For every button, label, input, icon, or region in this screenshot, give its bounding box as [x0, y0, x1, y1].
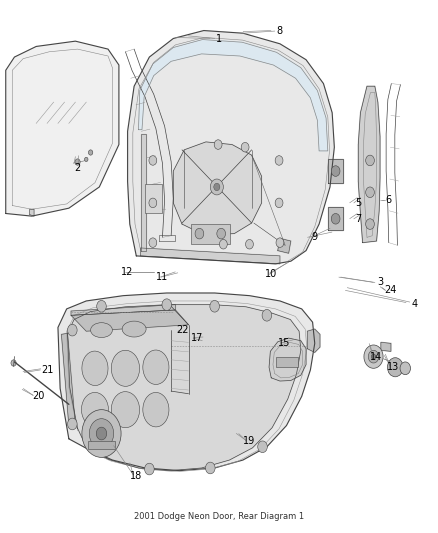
- Text: 20: 20: [32, 391, 45, 401]
- Circle shape: [371, 354, 376, 359]
- Polygon shape: [173, 142, 261, 235]
- Text: 15: 15: [278, 338, 290, 349]
- Circle shape: [67, 418, 77, 430]
- Polygon shape: [138, 39, 328, 151]
- Circle shape: [88, 150, 93, 155]
- Text: 17: 17: [191, 333, 203, 343]
- Circle shape: [67, 324, 77, 336]
- Circle shape: [162, 299, 172, 311]
- Ellipse shape: [111, 350, 140, 386]
- Circle shape: [241, 142, 249, 152]
- Circle shape: [210, 179, 223, 195]
- Bar: [276, 357, 298, 367]
- Text: 6: 6: [386, 195, 392, 205]
- Polygon shape: [30, 209, 34, 216]
- Circle shape: [82, 410, 121, 457]
- Circle shape: [275, 198, 283, 208]
- Circle shape: [75, 159, 80, 165]
- Circle shape: [149, 198, 157, 208]
- Ellipse shape: [81, 392, 109, 427]
- Ellipse shape: [143, 392, 169, 427]
- Text: 7: 7: [355, 214, 361, 224]
- Text: 13: 13: [387, 362, 399, 372]
- Bar: [88, 441, 115, 449]
- Circle shape: [11, 360, 16, 366]
- Circle shape: [145, 463, 154, 475]
- Circle shape: [262, 310, 272, 321]
- Polygon shape: [358, 86, 380, 243]
- Ellipse shape: [143, 350, 169, 384]
- Polygon shape: [6, 41, 119, 216]
- Text: 22: 22: [176, 325, 188, 335]
- Text: 5: 5: [355, 198, 361, 208]
- Polygon shape: [71, 305, 176, 316]
- Circle shape: [96, 427, 107, 440]
- Polygon shape: [269, 338, 306, 381]
- Polygon shape: [307, 329, 320, 352]
- Polygon shape: [381, 342, 391, 351]
- Polygon shape: [278, 238, 291, 253]
- Circle shape: [219, 239, 227, 249]
- Text: 11: 11: [156, 272, 169, 282]
- Polygon shape: [127, 30, 334, 264]
- Text: 24: 24: [385, 285, 397, 295]
- Circle shape: [214, 183, 220, 191]
- Polygon shape: [328, 159, 343, 183]
- Circle shape: [275, 156, 283, 165]
- Circle shape: [364, 345, 383, 368]
- Circle shape: [368, 350, 379, 363]
- Circle shape: [89, 419, 114, 448]
- Circle shape: [246, 239, 253, 249]
- Bar: [145, 184, 162, 214]
- Circle shape: [331, 166, 340, 176]
- Circle shape: [276, 238, 284, 247]
- Circle shape: [217, 228, 226, 239]
- Circle shape: [149, 156, 157, 165]
- Circle shape: [366, 219, 374, 229]
- Circle shape: [366, 187, 374, 198]
- Text: 9: 9: [312, 232, 318, 243]
- Circle shape: [205, 462, 215, 474]
- Circle shape: [331, 214, 340, 224]
- Bar: [191, 223, 230, 244]
- Circle shape: [258, 441, 267, 453]
- Text: 10: 10: [265, 270, 277, 279]
- Polygon shape: [159, 235, 176, 241]
- Ellipse shape: [111, 392, 140, 427]
- Polygon shape: [328, 207, 343, 230]
- Text: 18: 18: [130, 471, 142, 481]
- Ellipse shape: [91, 322, 113, 337]
- Polygon shape: [141, 248, 280, 264]
- Circle shape: [214, 140, 222, 149]
- Text: 21: 21: [41, 365, 53, 375]
- Polygon shape: [71, 310, 188, 331]
- Text: 3: 3: [377, 277, 383, 287]
- Polygon shape: [67, 305, 301, 471]
- Circle shape: [97, 301, 106, 312]
- Circle shape: [400, 362, 410, 375]
- Circle shape: [85, 157, 88, 161]
- Circle shape: [195, 228, 204, 239]
- Text: 8: 8: [277, 26, 283, 36]
- Text: 19: 19: [244, 437, 256, 447]
- Text: 2: 2: [74, 164, 81, 173]
- Text: 12: 12: [121, 267, 134, 277]
- Text: 2001 Dodge Neon Door, Rear Diagram 1: 2001 Dodge Neon Door, Rear Diagram 1: [134, 512, 304, 521]
- Polygon shape: [141, 134, 146, 251]
- Circle shape: [149, 238, 157, 247]
- Text: 1: 1: [216, 34, 222, 44]
- Circle shape: [388, 358, 403, 377]
- Ellipse shape: [82, 351, 108, 385]
- Polygon shape: [61, 333, 75, 425]
- Polygon shape: [58, 293, 315, 471]
- Text: 4: 4: [412, 298, 418, 309]
- Circle shape: [210, 301, 219, 312]
- Text: 14: 14: [370, 352, 382, 361]
- Ellipse shape: [122, 321, 146, 337]
- Circle shape: [366, 155, 374, 166]
